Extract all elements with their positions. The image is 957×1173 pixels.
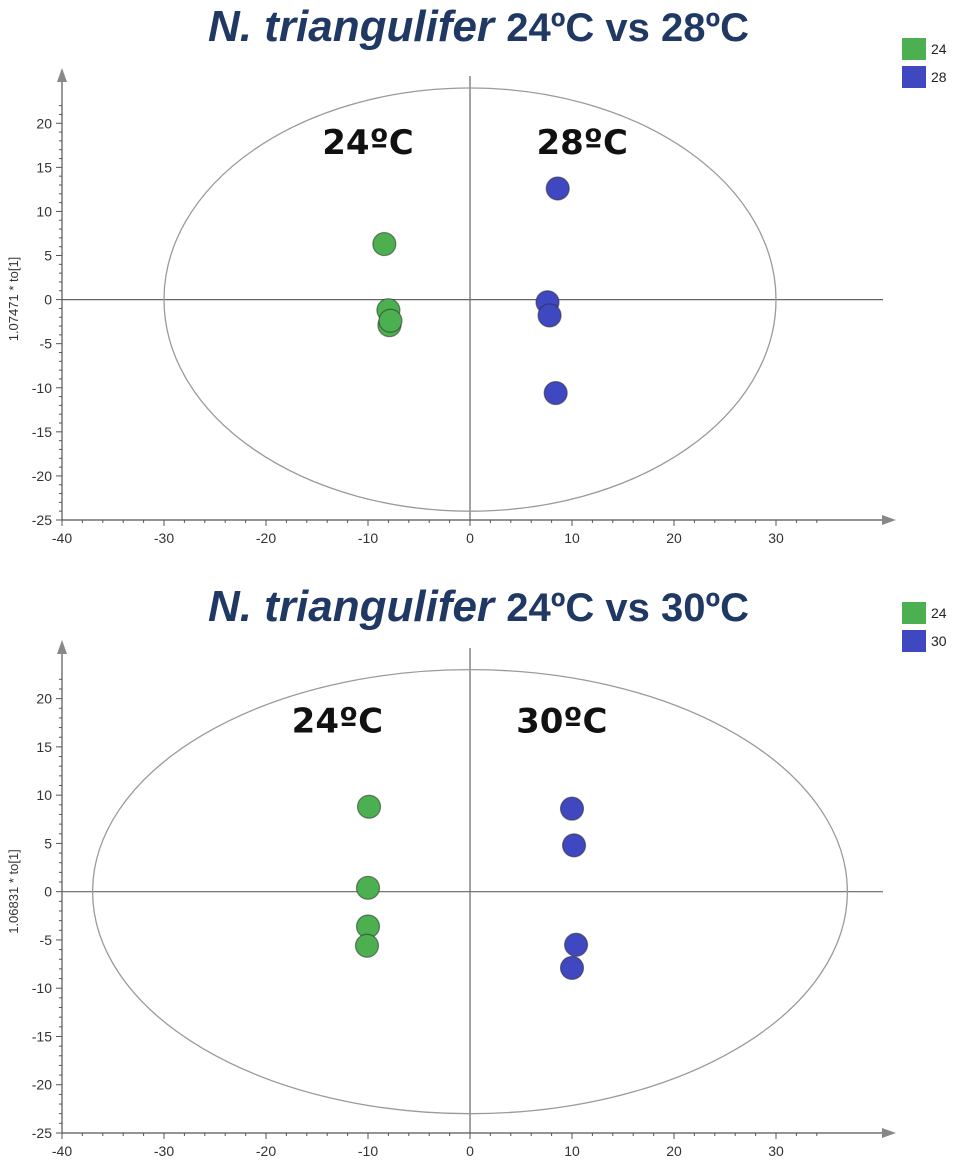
chart-title-top: N. triangulifer 24ºC vs 28ºC — [0, 2, 957, 52]
x-tick-label: -30 — [154, 1143, 174, 1159]
y-axis-arrow — [57, 68, 67, 82]
legend-label: 24 — [931, 605, 947, 621]
y-tick-label: 0 — [44, 884, 52, 900]
title-species: N. triangulifer — [208, 2, 495, 51]
x-tick-label: 10 — [564, 530, 580, 546]
group-label: 24ºC — [292, 701, 383, 741]
y-tick-label: 5 — [44, 248, 52, 264]
x-tick-label: 30 — [768, 1143, 784, 1159]
data-point — [354, 933, 380, 958]
legend-label: 24 — [931, 41, 947, 57]
legend-swatch — [902, 38, 926, 60]
y-tick-label: 15 — [36, 739, 52, 755]
y-tick-label: -20 — [32, 1077, 52, 1093]
x-tick-label: 20 — [666, 1143, 682, 1159]
data-point — [356, 794, 382, 819]
y-axis-label: 1.07471 * to[1] — [6, 257, 21, 342]
group-label: 24ºC — [322, 123, 413, 163]
x-tick-label: 30 — [768, 530, 784, 546]
x-tick-label: 0 — [466, 1143, 474, 1159]
x-tick-label: -20 — [256, 1143, 276, 1159]
y-tick-label: 20 — [36, 115, 52, 131]
data-point — [378, 308, 403, 333]
data-point — [372, 231, 397, 257]
y-tick-label: -10 — [32, 380, 52, 396]
x-tick-label: -10 — [358, 530, 378, 546]
y-tick-label: -5 — [40, 932, 53, 948]
y-tick-label: 5 — [44, 835, 52, 851]
y-tick-label: -15 — [32, 424, 52, 440]
data-point — [561, 833, 587, 858]
x-tick-label: -20 — [256, 530, 276, 546]
x-tick-label: -40 — [52, 1143, 72, 1159]
y-tick-label: -25 — [32, 1125, 52, 1141]
data-point — [559, 955, 585, 981]
scatter-plot-bottom: -40 -30 -20 -10 0 10 20 30 -25 -20 -15 -10 -5 0 5 10 15 2… — [6, 602, 947, 1159]
x-tick-label: -40 — [52, 530, 72, 546]
y-tick-label: 20 — [36, 691, 52, 707]
scatter-plot-top: -40 -30 -20 -10 0 10 20 30 -25 -20 -15 -10 -5 0 5 10 15 2… — [6, 38, 947, 546]
chart-title-bottom: N. triangulifer 24ºC vs 30ºC — [0, 582, 957, 632]
data-point — [563, 932, 589, 957]
title-comparison: 24ºC vs 30ºC — [506, 586, 749, 630]
y-tick-label: -20 — [32, 468, 52, 484]
y-tick-label: -5 — [40, 336, 53, 352]
x-axis-arrow — [882, 1128, 896, 1138]
hotelling-ellipse — [91, 669, 849, 1115]
y-tick-label: -25 — [32, 512, 52, 528]
y-tick-label: 10 — [36, 203, 52, 219]
x-tick-label: 10 — [564, 1143, 580, 1159]
chart-panel-bottom: N. triangulifer 24ºC vs 30ºC -40 -30 -20 -1… — [0, 580, 957, 1173]
x-tick-label: -10 — [358, 1143, 378, 1159]
x-tick-label: 0 — [466, 530, 474, 546]
y-tick-label: -10 — [32, 980, 52, 996]
title-species: N. triangulifer — [208, 582, 495, 631]
x-tick-label: -30 — [154, 530, 174, 546]
y-tick-label: 0 — [44, 292, 52, 308]
legend-label: 28 — [931, 69, 947, 85]
data-point — [355, 875, 381, 900]
y-axis-label: 1.06831 * to[1] — [6, 849, 21, 934]
data-point — [537, 303, 562, 328]
legend-swatch — [902, 602, 926, 624]
title-comparison: 24ºC vs 28ºC — [506, 6, 749, 50]
data-point — [545, 176, 570, 201]
group-label: 28ºC — [536, 123, 627, 163]
legend-label: 30 — [931, 633, 947, 649]
chart-panel-top: N. triangulifer 24ºC vs 28ºC -40 -30 -20 -1… — [0, 0, 957, 580]
legend-swatch — [902, 630, 926, 652]
data-point — [559, 796, 585, 821]
y-axis-arrow — [57, 640, 67, 654]
data-point — [543, 380, 568, 406]
y-tick-label: 10 — [36, 787, 52, 803]
y-tick-label: 15 — [36, 159, 52, 175]
x-tick-label: 20 — [666, 530, 682, 546]
y-tick-label: -15 — [32, 1028, 52, 1044]
legend-swatch — [902, 66, 926, 88]
group-label: 30ºC — [516, 701, 607, 741]
x-axis-arrow — [882, 515, 896, 525]
hotelling-ellipse — [163, 87, 777, 512]
